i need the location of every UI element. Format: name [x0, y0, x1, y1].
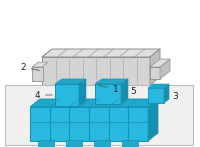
FancyBboxPatch shape — [38, 140, 54, 146]
Polygon shape — [30, 99, 158, 107]
FancyBboxPatch shape — [55, 84, 79, 106]
FancyBboxPatch shape — [32, 67, 43, 81]
FancyBboxPatch shape — [94, 140, 110, 146]
Polygon shape — [148, 99, 158, 141]
Polygon shape — [148, 84, 169, 88]
Text: 5: 5 — [124, 86, 136, 96]
Polygon shape — [95, 79, 128, 84]
Text: 2: 2 — [20, 62, 39, 71]
FancyBboxPatch shape — [150, 67, 160, 79]
FancyBboxPatch shape — [95, 84, 121, 104]
Polygon shape — [150, 59, 170, 67]
Polygon shape — [150, 49, 160, 85]
Polygon shape — [121, 79, 128, 104]
FancyBboxPatch shape — [122, 140, 138, 146]
FancyBboxPatch shape — [66, 140, 82, 146]
Polygon shape — [55, 79, 86, 84]
FancyBboxPatch shape — [30, 107, 148, 141]
FancyBboxPatch shape — [148, 88, 164, 103]
Text: 1: 1 — [99, 85, 119, 93]
FancyBboxPatch shape — [42, 57, 150, 85]
FancyBboxPatch shape — [5, 85, 193, 145]
Polygon shape — [79, 79, 86, 106]
Polygon shape — [42, 49, 160, 57]
Polygon shape — [164, 84, 169, 103]
Text: 4: 4 — [34, 91, 52, 100]
Polygon shape — [160, 59, 170, 79]
Polygon shape — [32, 62, 48, 67]
Text: 3: 3 — [164, 91, 178, 101]
